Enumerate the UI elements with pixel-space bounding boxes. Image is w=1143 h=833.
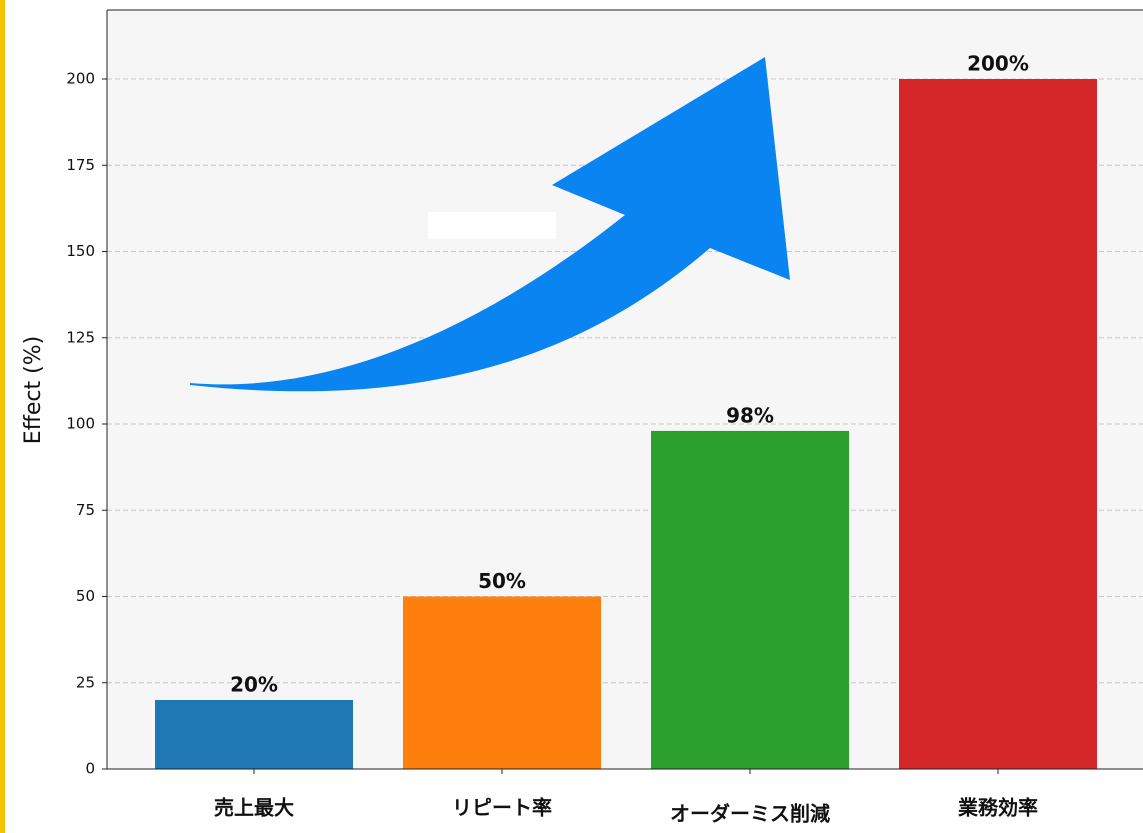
blank-box [428,212,556,239]
y-tick-label: 125 [66,328,95,346]
value-label: 98% [726,403,774,427]
value-label: 200% [967,52,1029,76]
arrow [190,57,790,392]
bar [899,79,1097,769]
y-tick-label: 50 [76,587,95,605]
y-tick-label: 175 [66,156,95,174]
bar [651,430,849,769]
x-tick-label: 売上最大 [214,796,294,820]
side-strip [0,0,5,833]
y-tick-label: 100 [66,415,95,433]
x-tick-label: 業務効率 [958,796,1038,820]
x-tick-label: オーダーミス削減 [670,802,830,826]
bar [403,596,601,769]
y-tick-label: 25 [76,673,95,691]
bar [155,700,353,769]
y-axis-label: Effect (%) [21,336,46,444]
x-tick-label: リピート率 [452,796,552,820]
y-tick-label: 0 [85,760,95,778]
y-tick-label: 150 [66,242,95,260]
y-tick-label: 75 [76,501,95,519]
value-label: 50% [478,569,526,593]
y-tick-label: 200 [66,70,95,88]
value-label: 20% [230,673,278,697]
